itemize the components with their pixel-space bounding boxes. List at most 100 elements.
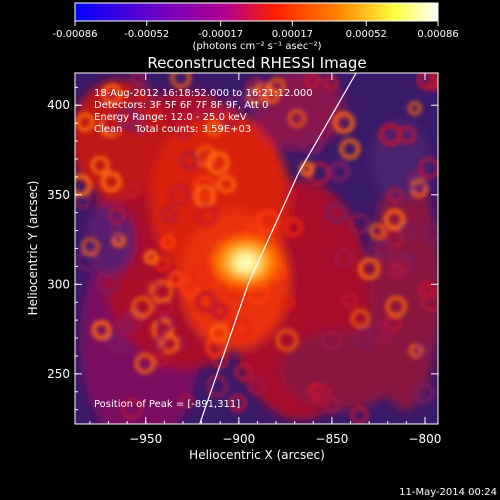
- speckle-ring: [118, 318, 133, 333]
- speckle-ring: [143, 280, 161, 298]
- speckle-ring: [108, 207, 126, 224]
- speckle-ring: [422, 223, 438, 243]
- speckle-ring: [156, 314, 175, 333]
- y-tick-label: 400: [47, 98, 70, 112]
- speckle-ring: [160, 234, 176, 250]
- speckle-ring: [264, 88, 280, 104]
- speckle-ring: [384, 228, 404, 248]
- speckle-ring: [96, 271, 120, 295]
- speckle-ring: [354, 327, 375, 348]
- speckle-ring: [369, 223, 386, 239]
- speckle-ring: [91, 320, 112, 341]
- speckle-ring: [348, 213, 370, 234]
- speckle-ring: [131, 73, 146, 86]
- speckle-ring: [218, 107, 239, 128]
- speckle-ring: [167, 270, 185, 288]
- colorbar-ticks: -0.00086 -0.00052 -0.00017 0.00017 0.00052 0.…: [53, 21, 459, 40]
- speckle-ring: [180, 277, 200, 298]
- speckle-ring: [413, 382, 435, 404]
- colorbar-tick-label: 0.00086: [417, 29, 458, 40]
- speckle-ring: [358, 257, 381, 280]
- chart-title: Reconstructed RHESSI Image: [147, 54, 366, 72]
- peak-position-label: Position of Peak = [-891,311]: [94, 399, 240, 410]
- speckle-ring: [325, 202, 347, 224]
- speckle-ring: [304, 73, 320, 89]
- speckle-ring: [387, 187, 403, 203]
- speckle-ring: [247, 376, 267, 396]
- speckle-ring: [75, 112, 95, 132]
- speckle-ring: [406, 170, 428, 192]
- speckle-ring: [217, 175, 236, 194]
- speckle-ring: [100, 171, 122, 193]
- speckle-ring: [131, 296, 153, 318]
- speckle-ring: [161, 206, 178, 223]
- speckle-ring: [178, 392, 194, 409]
- speckle-ring: [228, 393, 247, 412]
- speckle-ring: [301, 133, 324, 155]
- speckle-ring: [408, 344, 423, 358]
- speckle-ring: [195, 204, 218, 227]
- colorbar-tick-label: -0.00017: [198, 29, 243, 40]
- speckle-ring: [151, 335, 168, 352]
- speckle-ring: [383, 208, 406, 230]
- x-tick-label: −850: [315, 432, 348, 446]
- speckle-ring: [384, 314, 402, 332]
- speckle-ring: [106, 333, 125, 352]
- speckle-ring: [375, 240, 393, 259]
- speckle-ring: [332, 111, 355, 134]
- x-tick-label: −900: [222, 432, 255, 446]
- annotation-time-range: 18-Aug-2012 16:18:52.000 to 16:21:12.000: [94, 88, 313, 99]
- speckle-ring: [211, 302, 229, 320]
- speckle-ring: [206, 375, 229, 397]
- speckle-ring: [234, 363, 253, 382]
- speckle-ring: [168, 184, 190, 206]
- speckle-ring: [191, 264, 214, 287]
- speckle-ring: [130, 120, 148, 137]
- speckle-ring: [351, 309, 370, 328]
- speckle-ring: [228, 317, 252, 341]
- speckle-ring: [367, 322, 386, 342]
- speckle-ring: [323, 75, 339, 90]
- speckle-ring: [418, 281, 436, 299]
- speckle-ring: [341, 292, 358, 308]
- speckle-ring: [90, 155, 110, 175]
- annotation-clean-counts: Clean Total counts: 3.59E+03: [94, 124, 251, 135]
- speckle-ring: [81, 238, 100, 256]
- speckle-ring: [193, 175, 217, 199]
- speckle-ring: [121, 398, 143, 420]
- speckle-ring: [127, 113, 147, 133]
- x-axis-label: Heliocentric X (arcsec): [189, 448, 325, 462]
- solar-limb-line: [199, 73, 357, 424]
- speckle-ring: [209, 324, 229, 343]
- speckle-ring: [116, 107, 139, 130]
- colorbar: [74, 2, 439, 22]
- speckle-ring: [205, 336, 227, 358]
- speckle-ring: [101, 93, 118, 109]
- speckle-ring: [180, 151, 199, 170]
- speckle-ring: [159, 333, 179, 354]
- colorbar-tick-label: -0.00052: [124, 29, 169, 40]
- y-axis-ticks: 250 300 350 400: [47, 86, 438, 411]
- speckle-ring: [109, 225, 124, 240]
- speckle-ring: [193, 106, 208, 121]
- footer-timestamp: 11-May-2014 00:24: [399, 487, 497, 498]
- colorbar-tick-label: -0.00086: [53, 29, 98, 40]
- y-tick-label: 250: [47, 367, 70, 381]
- speckle-ring: [205, 151, 230, 175]
- speckle-ring: [175, 122, 193, 140]
- heatmap-image: [75, 73, 438, 424]
- speckle-ring: [101, 83, 123, 105]
- speckle-ring: [207, 101, 223, 117]
- speckle-ring: [329, 161, 351, 183]
- y-axis-label: Heliocentric Y (arcsec): [26, 181, 40, 316]
- speckle-ring: [321, 330, 342, 351]
- speckle-ring: [150, 280, 173, 303]
- speckle-ring: [245, 77, 267, 99]
- speckle-ring: [310, 383, 331, 405]
- speckle-ring: [155, 353, 169, 367]
- speckle-ring: [397, 125, 416, 145]
- speckle-ring: [389, 256, 411, 277]
- y-tick-label: 300: [47, 277, 70, 291]
- speckle-ring: [418, 157, 438, 179]
